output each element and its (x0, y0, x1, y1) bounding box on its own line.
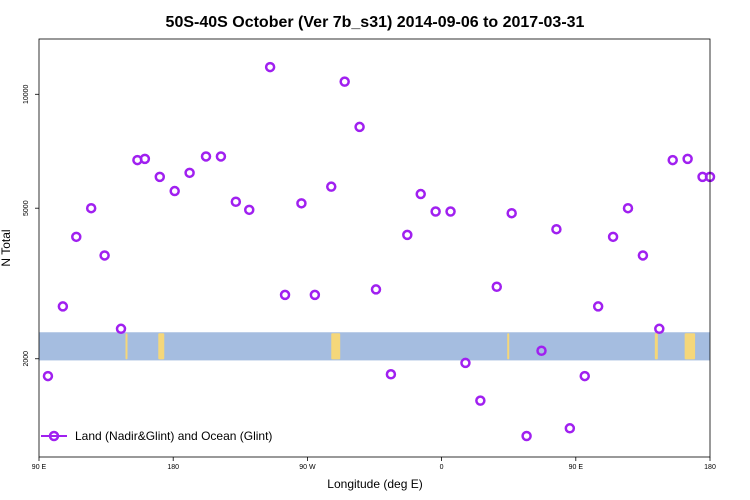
land-patch (331, 333, 341, 360)
x-axis: 90 E 180 90 W 0 90 E 180 (32, 457, 716, 471)
land-patch (158, 333, 165, 360)
data-point (154, 171, 166, 183)
data-point (385, 369, 397, 380)
data-point (296, 198, 307, 209)
data-point (243, 204, 255, 216)
data-point (551, 223, 562, 235)
data-point (682, 153, 693, 165)
y-axis-label: N Total (0, 229, 13, 266)
legend: Land (Nadir&Glint) and Ocean (Glint) (41, 429, 272, 443)
data-point (169, 185, 180, 197)
data-point (200, 151, 212, 162)
data-point (415, 188, 426, 200)
x-tick-label: 180 (704, 464, 716, 471)
y-axis: 2000 5000 10000 (23, 84, 39, 367)
data-point (99, 250, 110, 261)
data-point (85, 202, 97, 214)
data-point (215, 151, 227, 162)
data-point (622, 202, 634, 214)
y-tick-label: 10000 (23, 84, 30, 104)
land-band (39, 332, 710, 361)
data-point (654, 323, 665, 335)
data-point (354, 121, 365, 133)
data-point (339, 76, 350, 87)
data-point (667, 154, 678, 166)
data-point (506, 207, 517, 219)
data-point (370, 284, 382, 295)
legend-marker (48, 430, 60, 442)
data-point (579, 370, 590, 382)
data-point (139, 153, 151, 165)
land-patch (125, 333, 128, 360)
data-point (521, 430, 532, 442)
data-point (564, 423, 576, 434)
data-point (71, 231, 82, 243)
data-point (279, 289, 291, 301)
data-point (57, 301, 69, 312)
plot-background-layer (39, 332, 710, 361)
data-point (607, 231, 619, 243)
legend-label: Land (Nadir&Glint) and Ocean (Glint) (75, 429, 272, 443)
land-patch (654, 333, 658, 360)
data-point (637, 250, 649, 261)
data-point (460, 357, 471, 369)
x-tick-label: 90 E (569, 464, 584, 471)
data-point (536, 345, 547, 356)
chart-title: 50S-40S October (Ver 7b_s31) 2014-09-06 … (166, 14, 585, 31)
data-point (42, 370, 54, 382)
x-tick-label: 180 (167, 464, 179, 471)
data-point (430, 206, 441, 217)
data-point (592, 301, 604, 312)
data-point (184, 167, 195, 179)
data-point (309, 289, 321, 301)
x-tick-label: 90 W (299, 464, 316, 471)
land-patch (684, 333, 696, 360)
data-point (445, 206, 456, 217)
land-patch (507, 333, 510, 360)
data-points-layer (42, 61, 716, 442)
x-tick-label: 0 (440, 464, 444, 471)
data-point (475, 395, 486, 406)
data-point (326, 181, 337, 192)
y-tick-label: 2000 (23, 351, 30, 367)
x-tick-label: 90 E (32, 464, 47, 471)
data-point (115, 323, 127, 335)
data-point (264, 61, 276, 73)
x-axis-label: Longitude (deg E) (327, 477, 422, 491)
data-point (491, 281, 503, 292)
plot-frame (38, 38, 711, 458)
data-point (402, 229, 413, 241)
y-tick-label: 5000 (23, 200, 30, 216)
data-point (230, 196, 242, 207)
